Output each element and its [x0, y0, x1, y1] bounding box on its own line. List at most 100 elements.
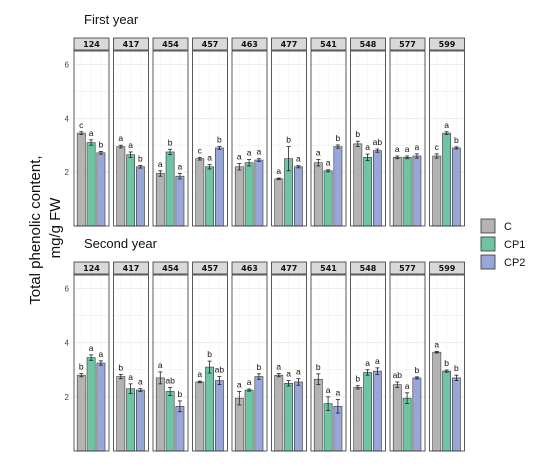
significance-letter: b — [454, 363, 459, 373]
facet-border — [310, 274, 347, 452]
facet-strip — [271, 37, 307, 51]
facet-border — [192, 274, 228, 452]
y-tick-label: 2 — [65, 168, 70, 177]
facet-border — [231, 50, 268, 227]
facet-strip — [271, 261, 307, 275]
facet-strip — [231, 37, 268, 51]
bar-cp1 — [126, 154, 135, 227]
bar-cp1 — [442, 370, 451, 452]
facet-strip-label: 124 — [83, 40, 100, 49]
facet-strip-label: 577 — [399, 40, 416, 49]
bar-c — [234, 397, 244, 452]
facet-strip — [310, 261, 347, 275]
legend-swatch-c — [480, 218, 496, 234]
facet-strip-label: 548 — [360, 264, 377, 273]
facet-strip — [152, 37, 189, 51]
panel-1: First year246124cab417aab454aba457cab463… — [65, 12, 465, 227]
facet-border — [389, 274, 426, 452]
significance-letter: a — [99, 349, 104, 359]
facet-strip — [231, 261, 268, 275]
bar-cp2 — [451, 377, 461, 452]
significance-letter: a — [276, 166, 281, 176]
bar-c — [274, 374, 284, 452]
significance-letter: b — [217, 135, 222, 145]
significance-letter: b — [415, 365, 420, 375]
facet-strip-label: 417 — [123, 264, 140, 273]
significance-letter: a — [326, 158, 331, 168]
significance-letter: a — [128, 372, 133, 382]
significance-letter: a — [158, 159, 163, 169]
bar-c — [155, 377, 165, 452]
significance-letter: ab — [165, 375, 175, 385]
facet-border — [350, 50, 386, 227]
facet-strip-label: 477 — [281, 40, 298, 49]
bar-cp2 — [136, 166, 145, 227]
facet-541: 541 aa b — [310, 37, 347, 227]
facet-454: 454 a b a — [152, 37, 189, 227]
y-axis-label-line2: mg/g FW — [47, 197, 64, 259]
bar-cp2 — [175, 175, 185, 227]
bar-cp2 — [175, 406, 185, 452]
significance-letter: ab — [373, 137, 383, 147]
significance-letter: a — [207, 153, 212, 163]
significance-letter: a — [395, 144, 400, 154]
significance-letter: b — [355, 129, 360, 139]
significance-letter: b — [118, 362, 123, 372]
bar-cp2 — [254, 159, 264, 227]
facet-strip — [73, 37, 110, 51]
facet-strip-label: 599 — [439, 40, 456, 49]
panel-title: Second year — [84, 236, 158, 251]
significance-letter: a — [405, 144, 410, 154]
facet-border — [192, 50, 228, 227]
bar-c — [234, 166, 244, 227]
significance-letter: c — [435, 142, 440, 152]
significance-letter: a — [138, 377, 143, 387]
significance-letter: b — [138, 153, 143, 163]
bar-cp2 — [412, 377, 422, 452]
significance-letter: b — [336, 133, 341, 143]
bar-c — [116, 146, 126, 227]
bar-cp1 — [165, 151, 175, 227]
y-tick-label: 6 — [65, 60, 70, 69]
significance-letter: b — [444, 358, 449, 368]
bar-c — [116, 376, 126, 452]
bar-cp1 — [442, 132, 451, 227]
facet-border — [113, 274, 149, 452]
y-tick-label: 4 — [65, 114, 70, 123]
significance-letter: b — [355, 374, 360, 384]
significance-letter: a — [444, 120, 449, 130]
legend-label-c: C — [504, 221, 512, 233]
legend-swatch-cp2 — [480, 254, 496, 270]
bar-cp2 — [293, 381, 303, 452]
facet-strip — [192, 261, 228, 275]
significance-letter: b — [454, 135, 459, 145]
bar-cp2 — [372, 150, 382, 227]
significance-letter: a — [365, 358, 370, 368]
bar-cp2 — [372, 370, 382, 452]
significance-letter: a — [257, 147, 262, 157]
facet-border — [231, 274, 268, 452]
bar-cp2 — [451, 147, 461, 227]
facet-strip-label: 541 — [320, 264, 337, 273]
facet-strip-label: 457 — [202, 264, 219, 273]
significance-letter: b — [286, 135, 291, 145]
bar-c — [195, 158, 205, 227]
bar-c — [76, 374, 86, 452]
bar-cp2 — [136, 389, 145, 452]
significance-letter: ab — [215, 365, 225, 375]
facet-strip-label: 124 — [83, 264, 100, 273]
significance-letter: a — [247, 148, 252, 158]
legend-label-cp1: CP1 — [504, 239, 525, 251]
bar-cp2 — [254, 376, 264, 452]
significance-letter: a — [158, 360, 163, 370]
significance-letter: a — [296, 154, 301, 164]
facet-strip — [192, 37, 228, 51]
y-tick-label: 4 — [65, 339, 70, 348]
bar-c — [432, 155, 442, 227]
